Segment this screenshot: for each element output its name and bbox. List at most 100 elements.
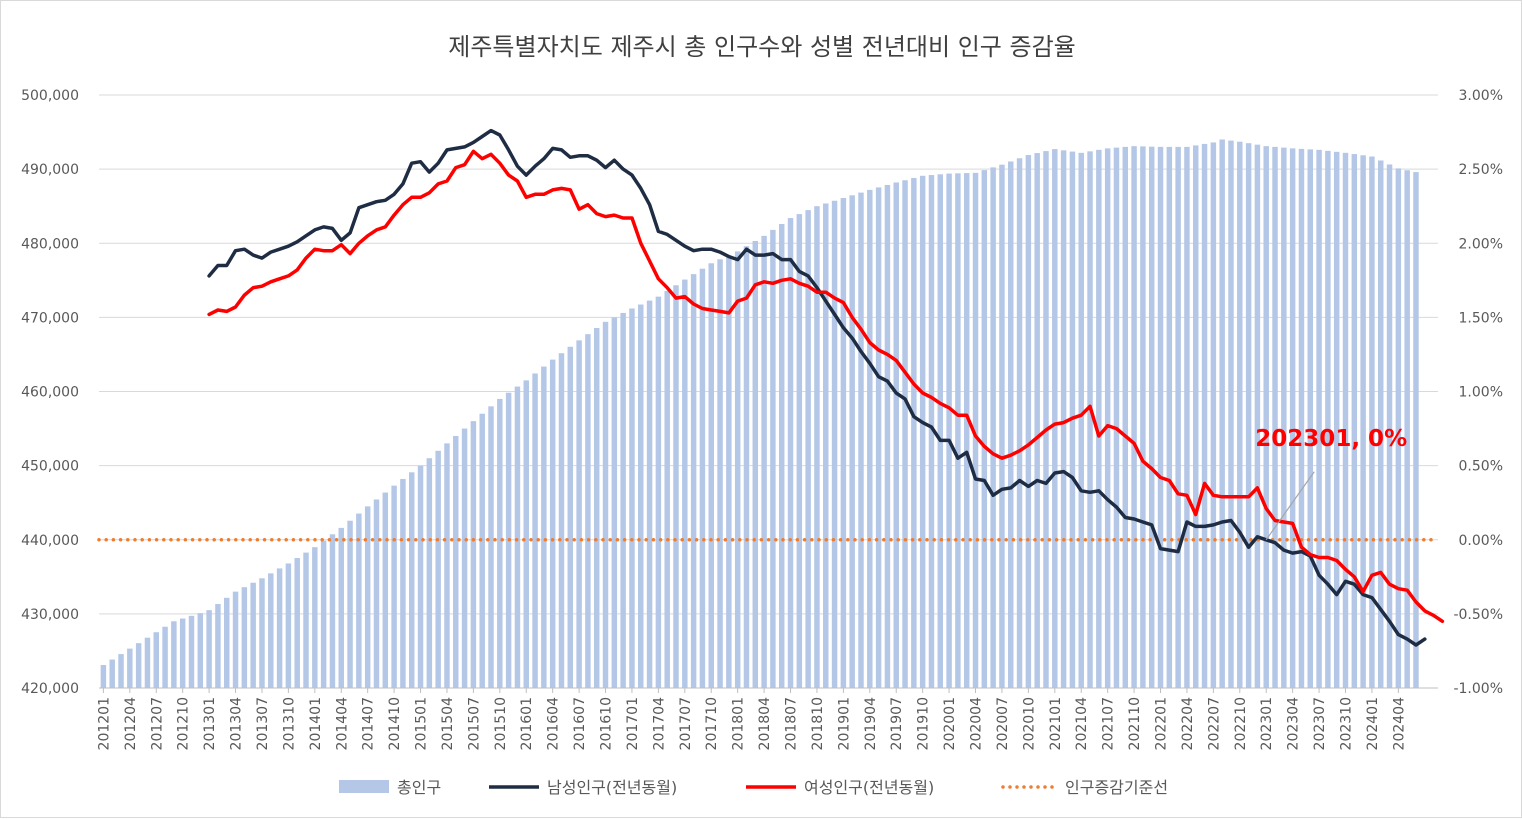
bar (743, 246, 750, 688)
y-right-tick-label: 1.50% (1459, 310, 1503, 326)
bar (417, 465, 424, 688)
bar (1193, 145, 1199, 688)
y-left-tick-label: 480,000 (21, 236, 79, 252)
bar (1043, 151, 1049, 689)
x-tick-label: 201807 (784, 697, 800, 750)
legend-label: 총인구 (397, 778, 441, 797)
bar (585, 334, 591, 688)
bar (1166, 146, 1173, 688)
bar (338, 527, 344, 688)
bar (1289, 148, 1296, 688)
bar (541, 366, 547, 688)
bar (1333, 151, 1340, 688)
bar (488, 406, 494, 688)
bar (928, 175, 935, 688)
bar (523, 380, 529, 688)
bar (602, 321, 609, 688)
y-left-tick-label: 420,000 (21, 681, 79, 697)
bar (690, 274, 697, 688)
bar (1413, 172, 1419, 689)
bar (1395, 168, 1402, 689)
bar (638, 304, 644, 688)
bar (109, 659, 115, 688)
x-tick-label: 201907 (889, 697, 905, 750)
bar-series-total-population (100, 139, 1419, 689)
bar (1104, 148, 1111, 688)
bar (153, 632, 159, 688)
chart-title: 제주특별자치도 제주시 총 인구수와 성별 전년대비 인구 증감율 (448, 33, 1075, 61)
x-tick-label: 202210 (1233, 697, 1249, 750)
bar (1404, 170, 1410, 688)
bar (171, 621, 177, 688)
bar (259, 578, 265, 688)
bar (276, 568, 283, 688)
x-tick-label: 202004 (969, 697, 985, 751)
annotation-layer: 202301, 0% (1255, 426, 1407, 541)
x-tick-label: 201207 (149, 697, 165, 750)
bar (1325, 150, 1331, 689)
bar (1201, 143, 1208, 689)
bar (902, 180, 908, 688)
bar (320, 540, 327, 688)
bar (470, 421, 477, 688)
bar (435, 450, 441, 688)
x-tick-label: 201307 (255, 697, 271, 750)
x-tick-label: 202310 (1339, 697, 1355, 750)
bar (1060, 150, 1067, 688)
bar (1052, 149, 1058, 688)
x-tick-label: 201910 (916, 697, 932, 750)
annotation-label: 202301, 0% (1255, 426, 1407, 452)
y-right-tick-label: -1.00% (1453, 681, 1503, 697)
x-tick-label: 201610 (599, 697, 615, 750)
x-tick-label: 202101 (1048, 697, 1064, 750)
bar (1210, 142, 1217, 688)
bar (329, 534, 336, 688)
bar (593, 327, 600, 688)
bar (708, 263, 714, 688)
line-series-female (207, 149, 1445, 624)
bar (1148, 146, 1155, 689)
bar (144, 637, 151, 688)
bar (188, 615, 195, 688)
bar (1025, 155, 1032, 688)
x-tick-label: 201504 (440, 697, 456, 751)
bar (479, 413, 485, 688)
x-tick-label: 201210 (176, 697, 192, 750)
bar (1281, 147, 1287, 688)
bar (162, 626, 168, 688)
x-tick-label: 201310 (281, 697, 297, 750)
legend: 총인구 남성인구(전년동월) 여성인구(전년동월) 인구증감기준선 (339, 778, 1168, 797)
bar (946, 173, 952, 688)
x-tick-label: 201201 (96, 697, 112, 750)
y-left-tick-label: 440,000 (21, 533, 79, 549)
bar (778, 223, 785, 689)
x-tick-label: 201501 (414, 697, 430, 750)
bar (805, 210, 811, 688)
bar (849, 195, 855, 688)
bar (1140, 146, 1146, 689)
x-tick-label: 202104 (1074, 697, 1090, 751)
bar (664, 290, 670, 688)
bar (1113, 147, 1120, 688)
x-tick-label: 201704 (651, 697, 667, 751)
bar (761, 235, 767, 688)
bar (999, 164, 1005, 689)
bar (312, 547, 318, 688)
bar (241, 587, 248, 688)
bar (1008, 161, 1014, 688)
x-tick-label: 202307 (1312, 697, 1328, 750)
bar (426, 458, 433, 688)
bar (391, 485, 397, 688)
bar (867, 189, 873, 688)
axis-layer: 420,000 430,000 440,000 450,000 460,000 470,0… (21, 88, 1503, 750)
bar (514, 386, 521, 688)
x-tick-label: 201604 (546, 697, 562, 751)
bar (1263, 146, 1269, 689)
y-right-tick-label: 0.50% (1459, 459, 1503, 475)
x-tick-label: 202301 (1259, 697, 1275, 750)
bar (1157, 146, 1164, 688)
bar (532, 373, 538, 688)
legend-label: 인구증감기준선 (1065, 778, 1168, 797)
